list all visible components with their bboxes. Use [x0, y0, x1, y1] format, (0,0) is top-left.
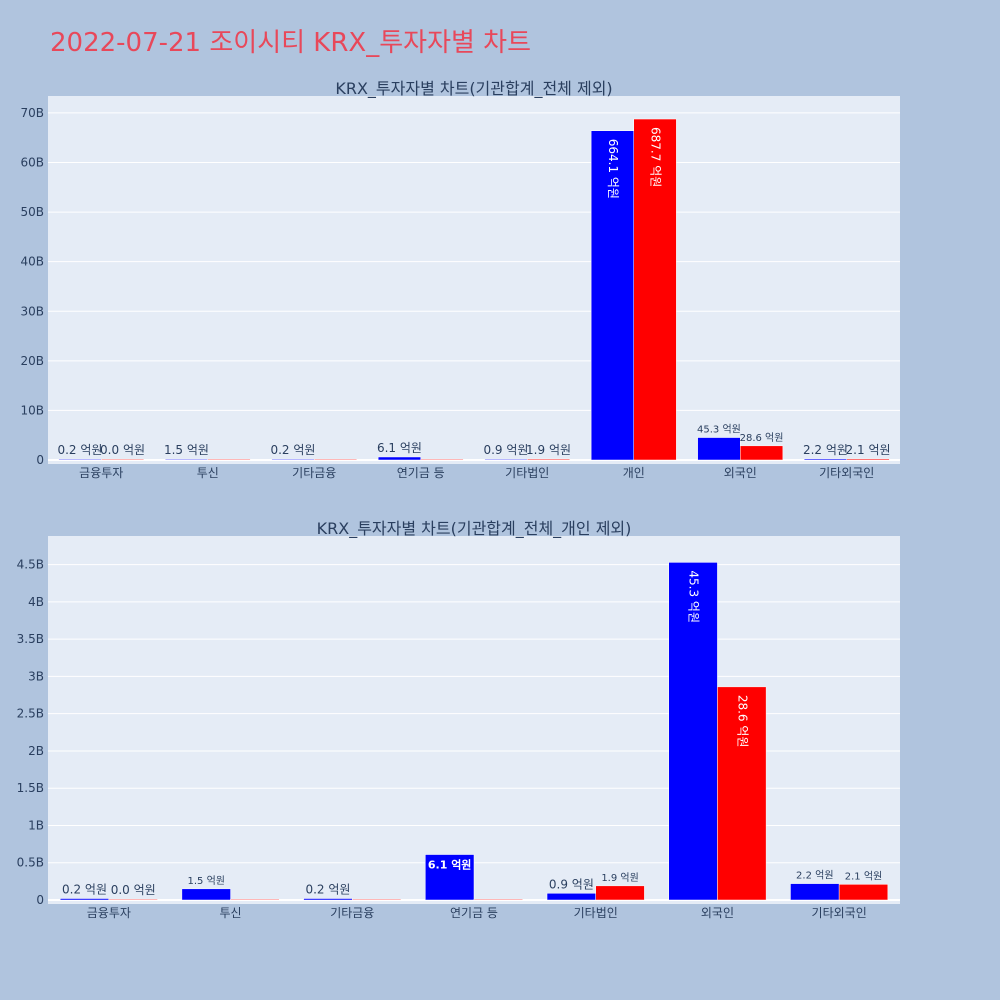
data-label: 2.1 억원 [845, 870, 882, 882]
x-tick-label: 연기금 등 [450, 906, 498, 920]
sell-bar [846, 458, 890, 461]
buy-bar [181, 888, 231, 901]
x-tick-label: 개인 [623, 466, 645, 480]
data-label: 0.2 억원 [305, 883, 350, 897]
y-tick-label: 0 [36, 453, 44, 467]
data-label: 28.6 억원 [740, 432, 784, 444]
buy-bar [164, 458, 208, 461]
buy-bar [271, 458, 315, 461]
x-tick-label: 투신 [220, 906, 242, 920]
y-tick-label: 2B [28, 744, 44, 758]
sell-bar [207, 458, 251, 461]
sell-bar [473, 898, 523, 901]
data-label: 0.0 억원 [111, 883, 156, 897]
data-label: 1.9 억원 [601, 872, 638, 884]
sell-bar [838, 884, 889, 901]
sell-bar [717, 686, 767, 901]
y-tick-label: 1B [28, 818, 44, 832]
buy-bar [303, 898, 353, 901]
x-tick-label: 투신 [197, 466, 219, 480]
buy-bar [425, 854, 475, 901]
x-tick-label: 외국인 [701, 906, 734, 920]
chart-title: KRX_투자자별 차트(기관합계_전체_개인 제외) [317, 519, 632, 539]
data-label: 664.1 억원 [606, 139, 620, 199]
data-label: 0.2 억원 [57, 443, 102, 457]
x-tick-label: 외국인 [724, 466, 757, 480]
sell-bar [633, 118, 677, 461]
y-tick-label: 0.5B [17, 856, 44, 870]
y-tick-label: 4.5B [17, 558, 44, 572]
data-label: 45.3 억원 [697, 424, 741, 436]
page-title: 2022-07-21 조이시티 KRX_투자자별 차트 [50, 28, 532, 58]
buy-bar [59, 898, 110, 901]
sell-bar [595, 885, 645, 901]
data-label: 687.7 억원 [649, 127, 663, 187]
data-label: 2.1 억원 [846, 443, 891, 457]
data-label: 0.2 억원 [270, 443, 315, 457]
y-tick-label: 30B [20, 304, 44, 318]
data-label: 0.2 억원 [62, 883, 107, 897]
data-label: 0.9 억원 [483, 443, 528, 457]
buy-bar [484, 458, 528, 461]
buy-bar [790, 883, 840, 901]
y-tick-label: 2.5B [17, 707, 44, 721]
x-tick-label: 금융투자 [79, 466, 123, 480]
plot-area [48, 96, 900, 464]
data-label: 28.6 억원 [735, 695, 749, 748]
sell-bar [420, 458, 464, 461]
x-tick-label: 기타금융 [292, 466, 336, 480]
data-label: 6.1 억원 [428, 858, 472, 872]
buy-bar [697, 437, 741, 461]
data-label: 1.5 억원 [187, 875, 224, 887]
sell-bar [352, 898, 402, 901]
buy-bar [590, 130, 635, 461]
buy-bar [58, 458, 102, 461]
data-label: 0.9 억원 [549, 877, 594, 891]
sell-bar [740, 445, 784, 461]
x-tick-label: 기타외국인 [812, 906, 867, 920]
data-label: 6.1 억원 [377, 441, 422, 455]
x-tick-label: 기타법인 [574, 906, 618, 920]
data-label: 0.0 억원 [100, 443, 145, 457]
sell-bar [314, 458, 358, 461]
y-tick-label: 1.5B [17, 781, 44, 795]
y-tick-label: 40B [20, 255, 44, 269]
sell-bar [108, 898, 158, 901]
y-tick-label: 3.5B [17, 632, 44, 646]
y-tick-label: 0 [36, 893, 44, 907]
sell-bar [230, 898, 280, 901]
data-label: 2.2 억원 [803, 443, 848, 457]
y-tick-label: 3B [28, 669, 44, 683]
x-tick-label: 금융투자 [87, 906, 131, 920]
y-tick-label: 50B [20, 205, 44, 219]
y-tick-label: 4B [28, 595, 44, 609]
y-tick-label: 60B [20, 156, 44, 170]
data-label: 2.2 억원 [796, 870, 833, 882]
x-tick-label: 기타금융 [330, 906, 374, 920]
x-tick-label: 연기금 등 [397, 466, 445, 480]
sell-bar [527, 458, 571, 461]
chart-title: KRX_투자자별 차트(기관합계_전체 제외) [335, 79, 612, 99]
x-tick-label: 기타법인 [505, 466, 549, 480]
data-label: 1.9 억원 [526, 443, 571, 457]
buy-bar [803, 458, 848, 461]
buy-bar [377, 456, 421, 461]
plot-area [48, 536, 900, 904]
sell-bar [101, 458, 145, 461]
x-tick-label: 기타외국인 [819, 466, 874, 480]
y-tick-label: 70B [20, 106, 44, 120]
data-label: 45.3 억원 [687, 570, 701, 623]
y-tick-label: 20B [20, 354, 44, 368]
y-tick-label: 10B [20, 403, 44, 417]
data-label: 1.5 억원 [164, 443, 209, 457]
buy-bar [668, 562, 718, 901]
buy-bar [546, 893, 596, 901]
